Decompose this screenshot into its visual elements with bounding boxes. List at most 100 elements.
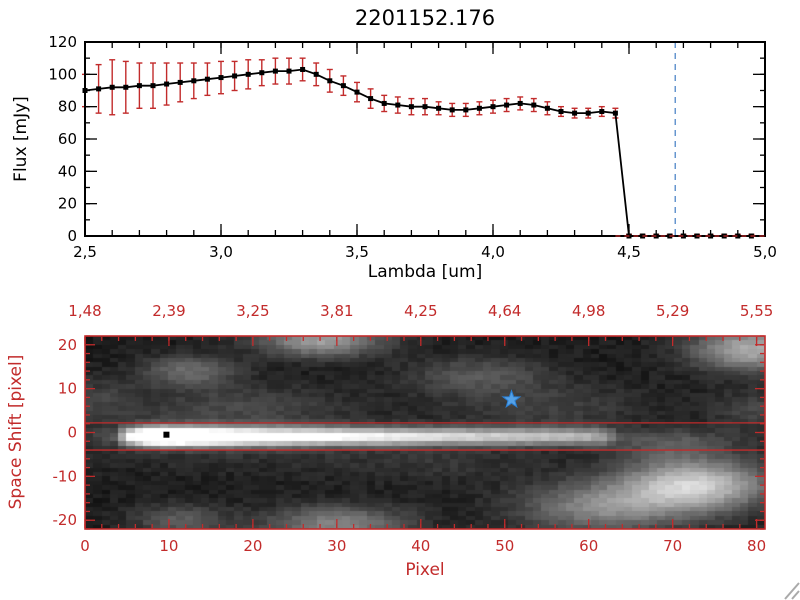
flux-x-tick-label: 2,5 [73, 243, 97, 261]
flux-x-axis-label: Lambda [um] [367, 262, 483, 282]
data-point-marker [300, 66, 306, 72]
flux-y-tick-label: 80 [58, 98, 77, 116]
flux-line [84, 68, 752, 237]
data-point-marker [381, 100, 387, 106]
image-x-axis-label: Pixel [405, 560, 445, 580]
flux-y-tick-label: 0 [67, 227, 77, 245]
resize-grip[interactable] [782, 582, 800, 600]
wavelength-top-tick-label: 1,48 [68, 302, 101, 320]
data-point-marker [177, 79, 183, 85]
shift-y-tick-label: -10 [53, 467, 78, 485]
flux-y-tick-label: 120 [48, 33, 77, 51]
data-point-marker [463, 107, 469, 113]
flux-x-tick-label: 4,5 [617, 243, 641, 261]
pixel-x-tick-label: 40 [411, 537, 430, 555]
aperture-lines [85, 422, 765, 451]
data-point-marker [517, 100, 523, 106]
data-point-marker [599, 109, 605, 115]
wavelength-top-tick-label: 3,81 [320, 302, 353, 320]
data-point-marker [327, 78, 333, 84]
data-point-marker [286, 68, 292, 74]
flux-axis-box [84, 41, 766, 237]
pixel-x-tick-label: 70 [663, 537, 682, 555]
data-point-marker [313, 71, 319, 77]
data-point-marker [150, 83, 156, 89]
plot-title: 2201152.176 [354, 6, 496, 30]
wavelength-top-tick-label: 2,39 [152, 302, 185, 320]
data-point-marker [259, 70, 265, 76]
image-axis-box [84, 335, 766, 530]
flux-y-tick-label: 40 [58, 162, 77, 180]
shift-y-tick-label: 10 [58, 380, 77, 398]
shift-y-tick-label: 0 [67, 424, 77, 442]
data-point-marker [612, 110, 618, 116]
wavelength-top-tick-label: 5,55 [740, 302, 773, 320]
shift-y-tick-label: -20 [53, 511, 78, 529]
image-y-tick-labels: 20 10 0 -10 -20 [53, 336, 78, 529]
image-axis [84, 335, 766, 530]
flux-x-tick-label: 5,0 [753, 243, 777, 261]
data-point-marker [436, 105, 442, 111]
wavelength-top-tick-label: 5,29 [656, 302, 689, 320]
pixel-x-tick-label: 60 [579, 537, 598, 555]
data-point-marker [204, 76, 210, 82]
shift-y-tick-label: 20 [58, 336, 77, 354]
data-point-marker [544, 105, 550, 111]
data-point-marker [368, 96, 374, 102]
trace-dot-marker [163, 431, 170, 438]
flux-error-bars [82, 57, 755, 237]
wavelength-top-tick-label: 4,25 [404, 302, 437, 320]
pixel-x-tick-label: 0 [80, 537, 90, 555]
wavelength-top-tick-label: 4,64 [488, 302, 521, 320]
flux-x-tick-labels: 2,5 3,0 3,5 4,0 4,5 5,0 [73, 243, 777, 261]
data-point-marker [123, 84, 129, 90]
data-point-marker [232, 73, 238, 79]
data-point-marker [449, 107, 455, 113]
data-point-marker [218, 75, 224, 81]
star-marker [501, 389, 522, 409]
data-point-marker [558, 109, 564, 115]
data-point-marker [422, 104, 428, 110]
data-point-marker [395, 102, 401, 108]
data-point-marker [272, 68, 278, 74]
dot-marker-group [163, 431, 170, 438]
flux-y-tick-label: 100 [48, 65, 77, 83]
data-point-marker [531, 102, 537, 108]
wavelength-top-tick-label: 3,25 [236, 302, 269, 320]
data-point-marker [504, 102, 510, 108]
data-point-marker [191, 78, 197, 84]
flux-axis [84, 41, 766, 237]
pixel-x-tick-label: 50 [495, 537, 514, 555]
star-marker-group [501, 389, 522, 409]
spectrum-line [84, 68, 752, 237]
flux-x-tick-label: 4,0 [481, 243, 505, 261]
resize-grip-line [791, 590, 800, 600]
flux-y-tick-labels: 0 20 40 60 80 100 120 [48, 33, 77, 245]
data-point-marker [572, 110, 578, 116]
flux-y-tick-label: 60 [58, 130, 77, 148]
data-point-marker [340, 83, 346, 89]
data-point-marker [585, 110, 591, 116]
data-point-marker [476, 105, 482, 111]
flux-y-tick-label: 20 [58, 195, 77, 213]
spectral-image-canvas [85, 336, 765, 529]
pixel-x-tick-label: 20 [243, 537, 262, 555]
image-top-tick-labels: 1,48 2,39 3,25 3,81 4,25 4,64 4,98 5,29 5,55 [68, 302, 773, 320]
resize-grip-line [784, 582, 800, 600]
flux-x-tick-label: 3,0 [209, 243, 233, 261]
data-point-marker [136, 83, 142, 89]
data-point-marker [408, 104, 414, 110]
data-point-marker [490, 104, 496, 110]
data-point-marker [164, 81, 170, 87]
flux-x-tick-label: 3,5 [345, 243, 369, 261]
data-point-marker [96, 86, 102, 92]
image-x-tick-labels: 0 10 20 30 40 50 60 70 80 [80, 537, 766, 555]
pixel-x-tick-label: 10 [159, 537, 178, 555]
data-point-marker [109, 84, 115, 90]
data-point-marker [354, 89, 360, 95]
wavelength-top-tick-label: 4,98 [572, 302, 605, 320]
pixel-x-tick-label: 30 [327, 537, 346, 555]
flux-markers [82, 66, 754, 239]
